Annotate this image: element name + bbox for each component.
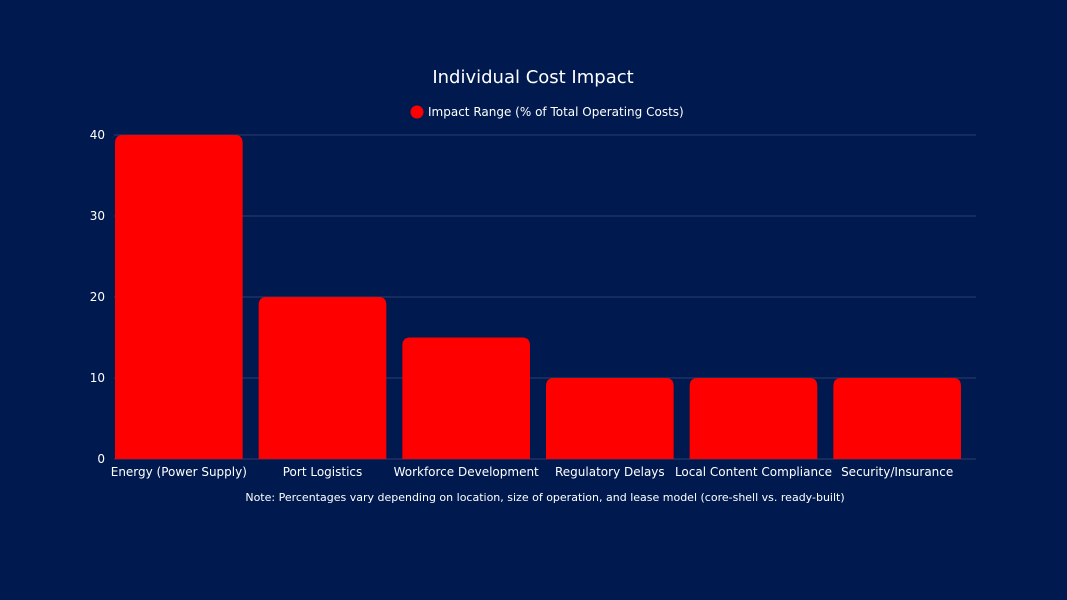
y-tick-label: 10 <box>90 371 105 385</box>
legend-swatch <box>410 105 424 119</box>
bar[interactable] <box>546 378 674 459</box>
bar[interactable] <box>833 378 961 459</box>
x-tick-label: Local Content Compliance <box>675 465 832 479</box>
chart-note: Note: Percentages vary depending on loca… <box>245 491 844 504</box>
x-tick-label: Regulatory Delays <box>555 465 665 479</box>
y-tick-label: 20 <box>90 290 105 304</box>
x-tick-label: Energy (Power Supply) <box>111 465 247 479</box>
bar[interactable] <box>689 378 818 459</box>
bar[interactable] <box>258 297 387 459</box>
legend-label: Impact Range (% of Total Operating Costs… <box>428 105 684 119</box>
x-tick-label: Security/Insurance <box>841 465 953 479</box>
bar[interactable] <box>402 337 530 460</box>
y-tick-label: 30 <box>90 209 105 223</box>
x-tick-label: Port Logistics <box>283 465 363 479</box>
bar[interactable] <box>115 135 243 459</box>
chart-title: Individual Cost Impact <box>432 67 633 88</box>
x-tick-label: Workforce Development <box>394 465 539 479</box>
legend[interactable]: Impact Range (% of Total Operating Costs… <box>410 105 684 119</box>
y-tick-label: 40 <box>90 128 105 142</box>
y-tick-label: 0 <box>97 452 105 466</box>
